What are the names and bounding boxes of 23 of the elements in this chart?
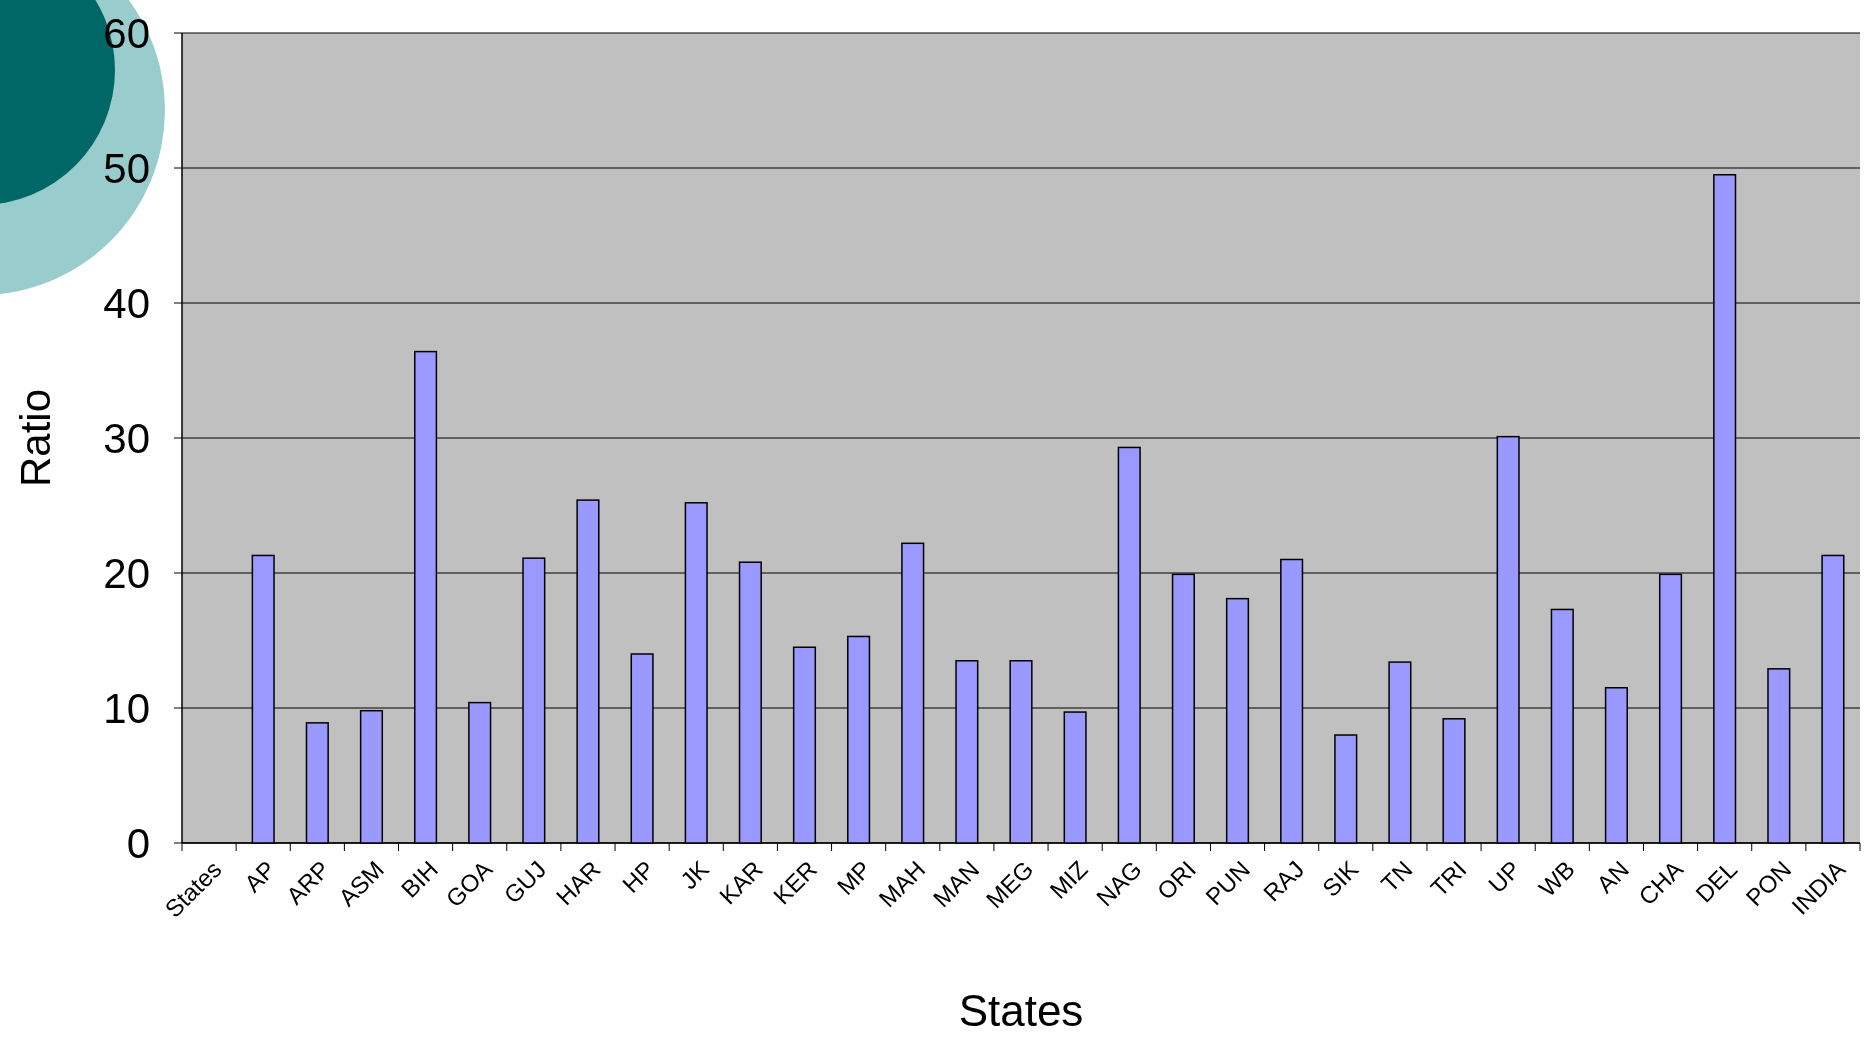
y-tick-label: 0 (126, 819, 150, 867)
x-tick-label: ORI (1151, 855, 1201, 905)
y-axis-title: Ratio (12, 388, 59, 488)
x-tick-label: AP (239, 855, 281, 898)
x-tick-label: MIZ (1044, 855, 1093, 904)
x-tick-label: JK (674, 855, 714, 895)
x-tick-label: SIK (1316, 855, 1364, 902)
x-tick-label: CHA (1633, 855, 1689, 911)
x-axis-title: States (958, 986, 1084, 1035)
y-tick-label: 10 (103, 684, 150, 732)
y-tick-label: 40 (103, 279, 150, 327)
x-tick-label: HP (616, 855, 660, 899)
x-tick-label: TN (1375, 855, 1418, 898)
x-tick-label: TRI (1425, 855, 1472, 902)
x-tick-label: MP (831, 855, 877, 900)
x-tick-label: WB (1533, 855, 1580, 902)
x-tick-label: UP (1483, 855, 1526, 899)
x-tick-label: AN (1591, 855, 1634, 899)
y-tick-label: 50 (103, 144, 150, 192)
y-tick-label: 30 (103, 414, 150, 462)
x-tick-label: DEL (1690, 855, 1743, 908)
x-tick-label: BIH (395, 855, 444, 903)
y-tick-label: 20 (103, 549, 150, 597)
